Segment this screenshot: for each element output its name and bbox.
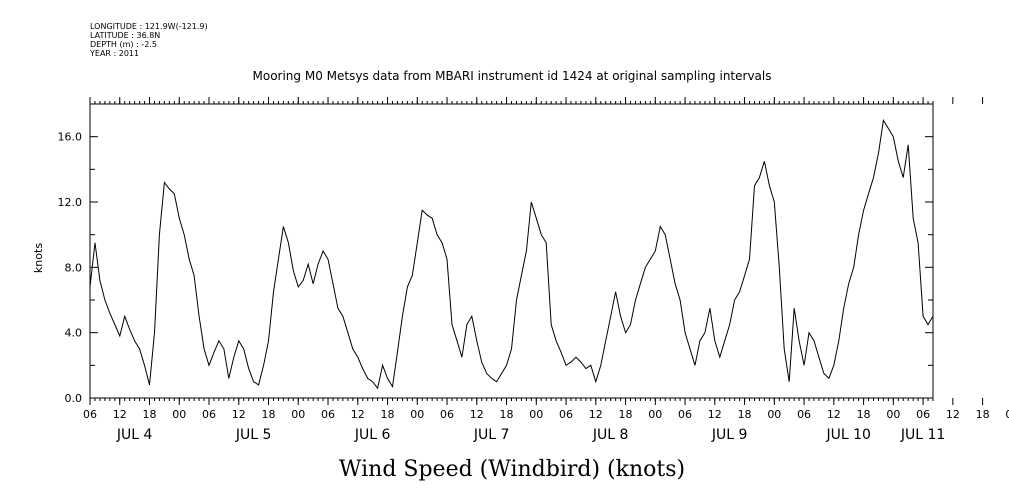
x-tick-label: 06: [559, 408, 573, 421]
x-tick-label: 00: [529, 408, 543, 421]
x-tick-labels: 06 12 18 00 06 12 18 00 06 12 18 00 06 12 18 00 06 12 18 00…: [83, 408, 1009, 421]
x-tick-label: 12: [113, 408, 127, 421]
day-label: JUL 9: [711, 427, 748, 443]
axis-ticks: [89, 97, 984, 405]
y-axis-label: knots: [32, 243, 45, 273]
x-tick-label: 12: [827, 408, 841, 421]
x-tick-label: 06: [797, 408, 811, 421]
x-tick-label: 06: [202, 408, 216, 421]
y-tick-label: 8.0: [65, 261, 83, 274]
day-label: JUL 4: [116, 427, 153, 443]
y-tick-labels: 0.0 4.0 8.0 12.0 16.0: [58, 131, 83, 405]
station-metadata: LONGITUDE : 121.9W(-121.9) LATITUDE : 36…: [90, 22, 208, 58]
x-tick-label: 00: [291, 408, 305, 421]
y-tick-label: 16.0: [58, 131, 83, 144]
y-tick-label: 12.0: [58, 196, 83, 209]
x-tick-label: 18: [619, 408, 633, 421]
day-label: JUL 7: [473, 427, 510, 443]
x-tick-label: 18: [738, 408, 752, 421]
y-tick-label: 0.0: [65, 392, 83, 405]
day-label: JUL 5: [235, 427, 272, 443]
x-tick-label: 12: [470, 408, 484, 421]
day-label: JUL 6: [354, 427, 391, 443]
x-tick-label: 18: [976, 408, 990, 421]
x-tick-label: 18: [857, 408, 871, 421]
x-tick-label: 12: [232, 408, 246, 421]
x-tick-label: 00: [886, 408, 900, 421]
x-tick-label: 18: [500, 408, 514, 421]
x-tick-label: 00: [1005, 408, 1009, 421]
x-tick-label: 00: [767, 408, 781, 421]
y-tick-label: 4.0: [65, 327, 83, 340]
x-tick-label: 12: [708, 408, 722, 421]
wind-speed-series-line: [89, 118, 934, 390]
x-tick-label: 06: [440, 408, 454, 421]
x-tick-label: 00: [648, 408, 662, 421]
longitude-label: LONGITUDE : 121.9W(-121.9): [90, 22, 208, 31]
day-label: JUL 11: [900, 427, 945, 443]
x-tick-label: 18: [262, 408, 276, 421]
x-tick-label: 12: [946, 408, 960, 421]
day-label: JUL 8: [592, 427, 629, 443]
x-tick-label: 18: [143, 408, 157, 421]
x-tick-label: 00: [172, 408, 186, 421]
x-axis-label: Wind Speed (Windbird) (knots): [339, 457, 685, 482]
x-tick-label: 06: [321, 408, 335, 421]
day-label: JUL 10: [825, 427, 870, 443]
x-tick-label: 18: [381, 408, 395, 421]
chart-title: Mooring M0 Metsys data from MBARI instru…: [253, 69, 772, 83]
x-tick-label: 06: [83, 408, 97, 421]
year-label: YEAR : 2011: [90, 49, 140, 58]
depth-label: DEPTH (m) : -2.5: [90, 40, 157, 49]
x-tick-label: 12: [589, 408, 603, 421]
x-tick-label: 00: [410, 408, 424, 421]
x-tick-label: 06: [678, 408, 692, 421]
x-tick-label: 12: [351, 408, 365, 421]
plot-frame: [89, 103, 934, 399]
x-tick-label: 06: [916, 408, 930, 421]
day-labels: JUL 4 JUL 5 JUL 6 JUL 7 JUL 8 JUL 9 JUL 10 JUL …: [116, 427, 945, 443]
latitude-label: LATITUDE : 36.8N: [90, 31, 161, 40]
